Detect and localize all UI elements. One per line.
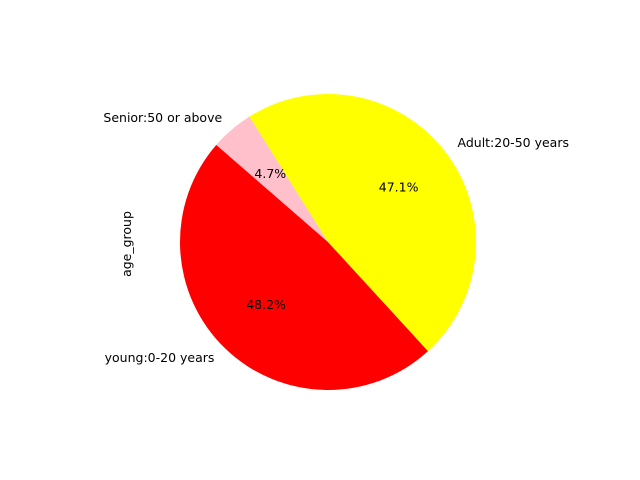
slice-label-2: Senior:50 or above <box>103 110 222 125</box>
pie-slice-1 <box>249 94 476 352</box>
pie-slice-2 <box>216 116 328 242</box>
pie-slices <box>180 94 476 390</box>
y-axis-label: age_group <box>119 211 134 277</box>
slice-pct-label-1: 47.1% <box>379 180 419 195</box>
slice-label-0: young:0-20 years <box>105 350 215 365</box>
slice-label-1: Adult:20-50 years <box>458 135 569 150</box>
pie-slice-0 <box>180 144 429 390</box>
slice-pct-label-0: 48.2% <box>246 297 286 312</box>
pie-labels: young:0-20 years 48.2% Adult:20-50 years 47… <box>103 110 569 365</box>
slice-pct-label-2: 4.7% <box>254 166 286 181</box>
